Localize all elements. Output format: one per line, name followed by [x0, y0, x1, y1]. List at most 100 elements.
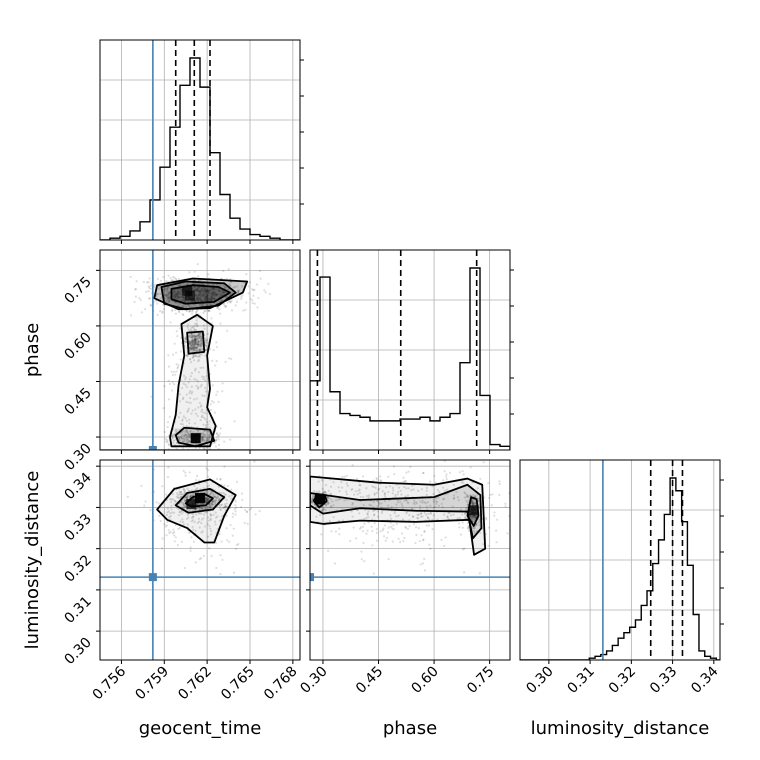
sample-point: [372, 509, 375, 513]
sample-point: [202, 438, 205, 441]
sample-point: [167, 354, 170, 357]
sample-point: [207, 516, 210, 519]
sample-point: [225, 527, 228, 530]
sample-point: [168, 298, 171, 301]
sample-point: [189, 336, 192, 339]
sample-point: [198, 298, 201, 301]
sample-point: [202, 293, 205, 296]
sample-point: [203, 502, 206, 506]
sample-point: [197, 299, 200, 303]
sample-point: [189, 347, 193, 350]
sample-point: [223, 287, 227, 290]
sample-point: [167, 466, 170, 469]
sample-point: [200, 507, 204, 510]
sample-point: [196, 324, 199, 328]
sample-point: [204, 412, 207, 415]
sample-point: [191, 300, 194, 303]
sample-point: [205, 436, 208, 440]
sample-point: [184, 471, 187, 474]
sample-point: [444, 536, 447, 539]
sample-point: [471, 499, 474, 503]
sample-point: [376, 510, 380, 513]
sample-point: [376, 500, 379, 503]
sample-point: [160, 547, 164, 550]
sample-point: [237, 542, 240, 546]
sample-point: [493, 514, 496, 517]
sample-point: [196, 347, 199, 350]
sample-point: [389, 517, 393, 520]
sample-point: [216, 436, 219, 439]
sample-point: [469, 494, 472, 497]
sample-point: [423, 530, 426, 533]
sample-point: [198, 336, 202, 340]
sample-point: [180, 436, 183, 440]
sample-point: [351, 464, 354, 467]
sample-point: [191, 335, 194, 339]
sample-point: [312, 495, 315, 498]
sample-point: [242, 309, 245, 312]
sample-point: [190, 346, 193, 349]
sample-point: [176, 296, 180, 299]
sample-point: [196, 343, 199, 346]
sample-point: [419, 515, 423, 518]
sample-point: [185, 393, 188, 396]
sample-point: [381, 529, 384, 532]
sample-point: [237, 289, 240, 292]
sample-point: [203, 299, 206, 302]
sample-point: [207, 437, 210, 440]
sample-point: [358, 483, 361, 486]
sample-point: [224, 493, 227, 496]
sample-point: [191, 347, 195, 350]
sample-point: [166, 511, 169, 514]
sample-point: [201, 414, 204, 417]
sample-point: [204, 292, 208, 295]
sample-point: [210, 297, 213, 301]
sample-point: [184, 340, 187, 344]
sample-point: [201, 294, 204, 297]
sample-point: [207, 297, 211, 300]
sample-point: [197, 293, 200, 296]
sample-point: [202, 416, 205, 419]
sample-point: [469, 515, 472, 518]
sample-point: [204, 339, 207, 342]
sample-point: [203, 440, 206, 443]
sample-point: [175, 430, 179, 433]
sample-point: [203, 293, 206, 296]
sample-point: [329, 492, 332, 495]
sample-point: [200, 353, 203, 356]
sample-point: [166, 298, 169, 302]
sample-point: [207, 283, 210, 286]
sample-point: [198, 349, 201, 352]
sample-point: [226, 484, 229, 488]
sample-point: [220, 298, 223, 301]
sample-point: [422, 471, 425, 475]
sample-point: [446, 488, 449, 491]
sample-point: [185, 428, 188, 432]
sample-point: [423, 511, 426, 514]
sample-point: [206, 500, 209, 503]
sample-point: [194, 323, 197, 326]
sample-point: [206, 505, 209, 508]
sample-point: [200, 522, 203, 525]
sample-point: [219, 572, 222, 576]
sample-point: [258, 269, 262, 273]
sample-point: [180, 288, 183, 291]
sample-point: [182, 296, 186, 299]
sample-point: [166, 440, 169, 444]
sample-point: [133, 288, 137, 291]
sample-point: [212, 297, 215, 300]
sample-point: [472, 515, 476, 519]
sample-point: [164, 493, 168, 496]
sample-point: [230, 299, 233, 302]
sample-point: [197, 343, 200, 346]
sample-point: [217, 289, 220, 293]
sample-point: [178, 311, 181, 314]
sample-point: [390, 505, 393, 509]
sample-point: [350, 488, 353, 492]
sample-point: [419, 512, 423, 516]
sample-point: [250, 507, 253, 510]
sample-point: [178, 290, 181, 293]
sample-point: [429, 512, 433, 515]
sample-point: [192, 347, 195, 350]
sample-point: [195, 287, 198, 291]
